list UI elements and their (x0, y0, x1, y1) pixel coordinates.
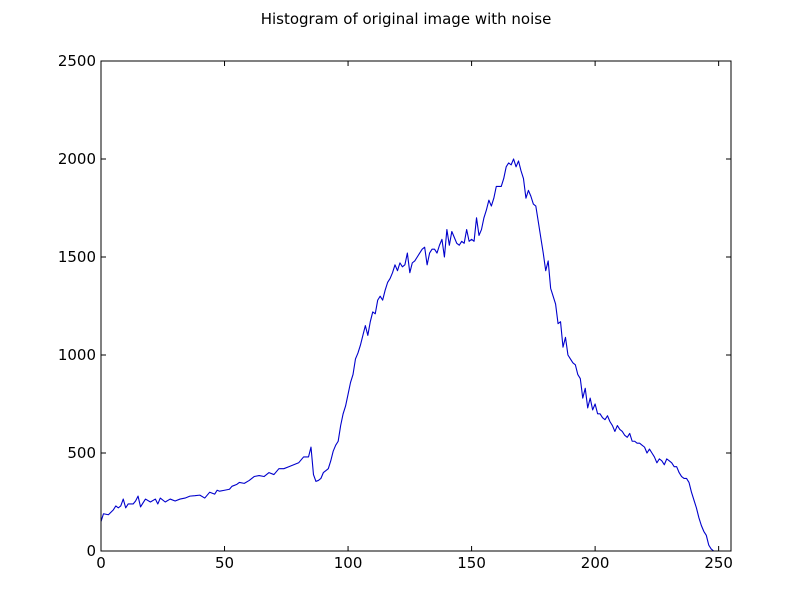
x-tick-label: 50 (215, 554, 234, 572)
y-tick-label: 0 (86, 542, 96, 560)
chart-title: Histogram of original image with noise (261, 10, 552, 28)
x-tick-label: 200 (581, 554, 610, 572)
y-axis: 0 500 1000 1500 2000 2500 (58, 52, 731, 560)
axes-frame (100, 60, 732, 552)
series-line-0 (100, 158, 719, 552)
y-tick-label: 500 (67, 444, 96, 462)
x-axis: 0 50 100 150 200 250 (96, 61, 733, 572)
x-tick-label: 250 (704, 554, 733, 572)
x-tick-label: 100 (334, 554, 363, 572)
x-tick-label: 0 (96, 554, 106, 572)
y-tick-label: 2500 (58, 52, 96, 70)
y-tick-label: 2000 (58, 150, 96, 168)
y-tick-label: 1500 (58, 248, 96, 266)
x-tick-label: 150 (457, 554, 486, 572)
y-tick-label: 1000 (58, 346, 96, 364)
plot-area (100, 158, 719, 552)
